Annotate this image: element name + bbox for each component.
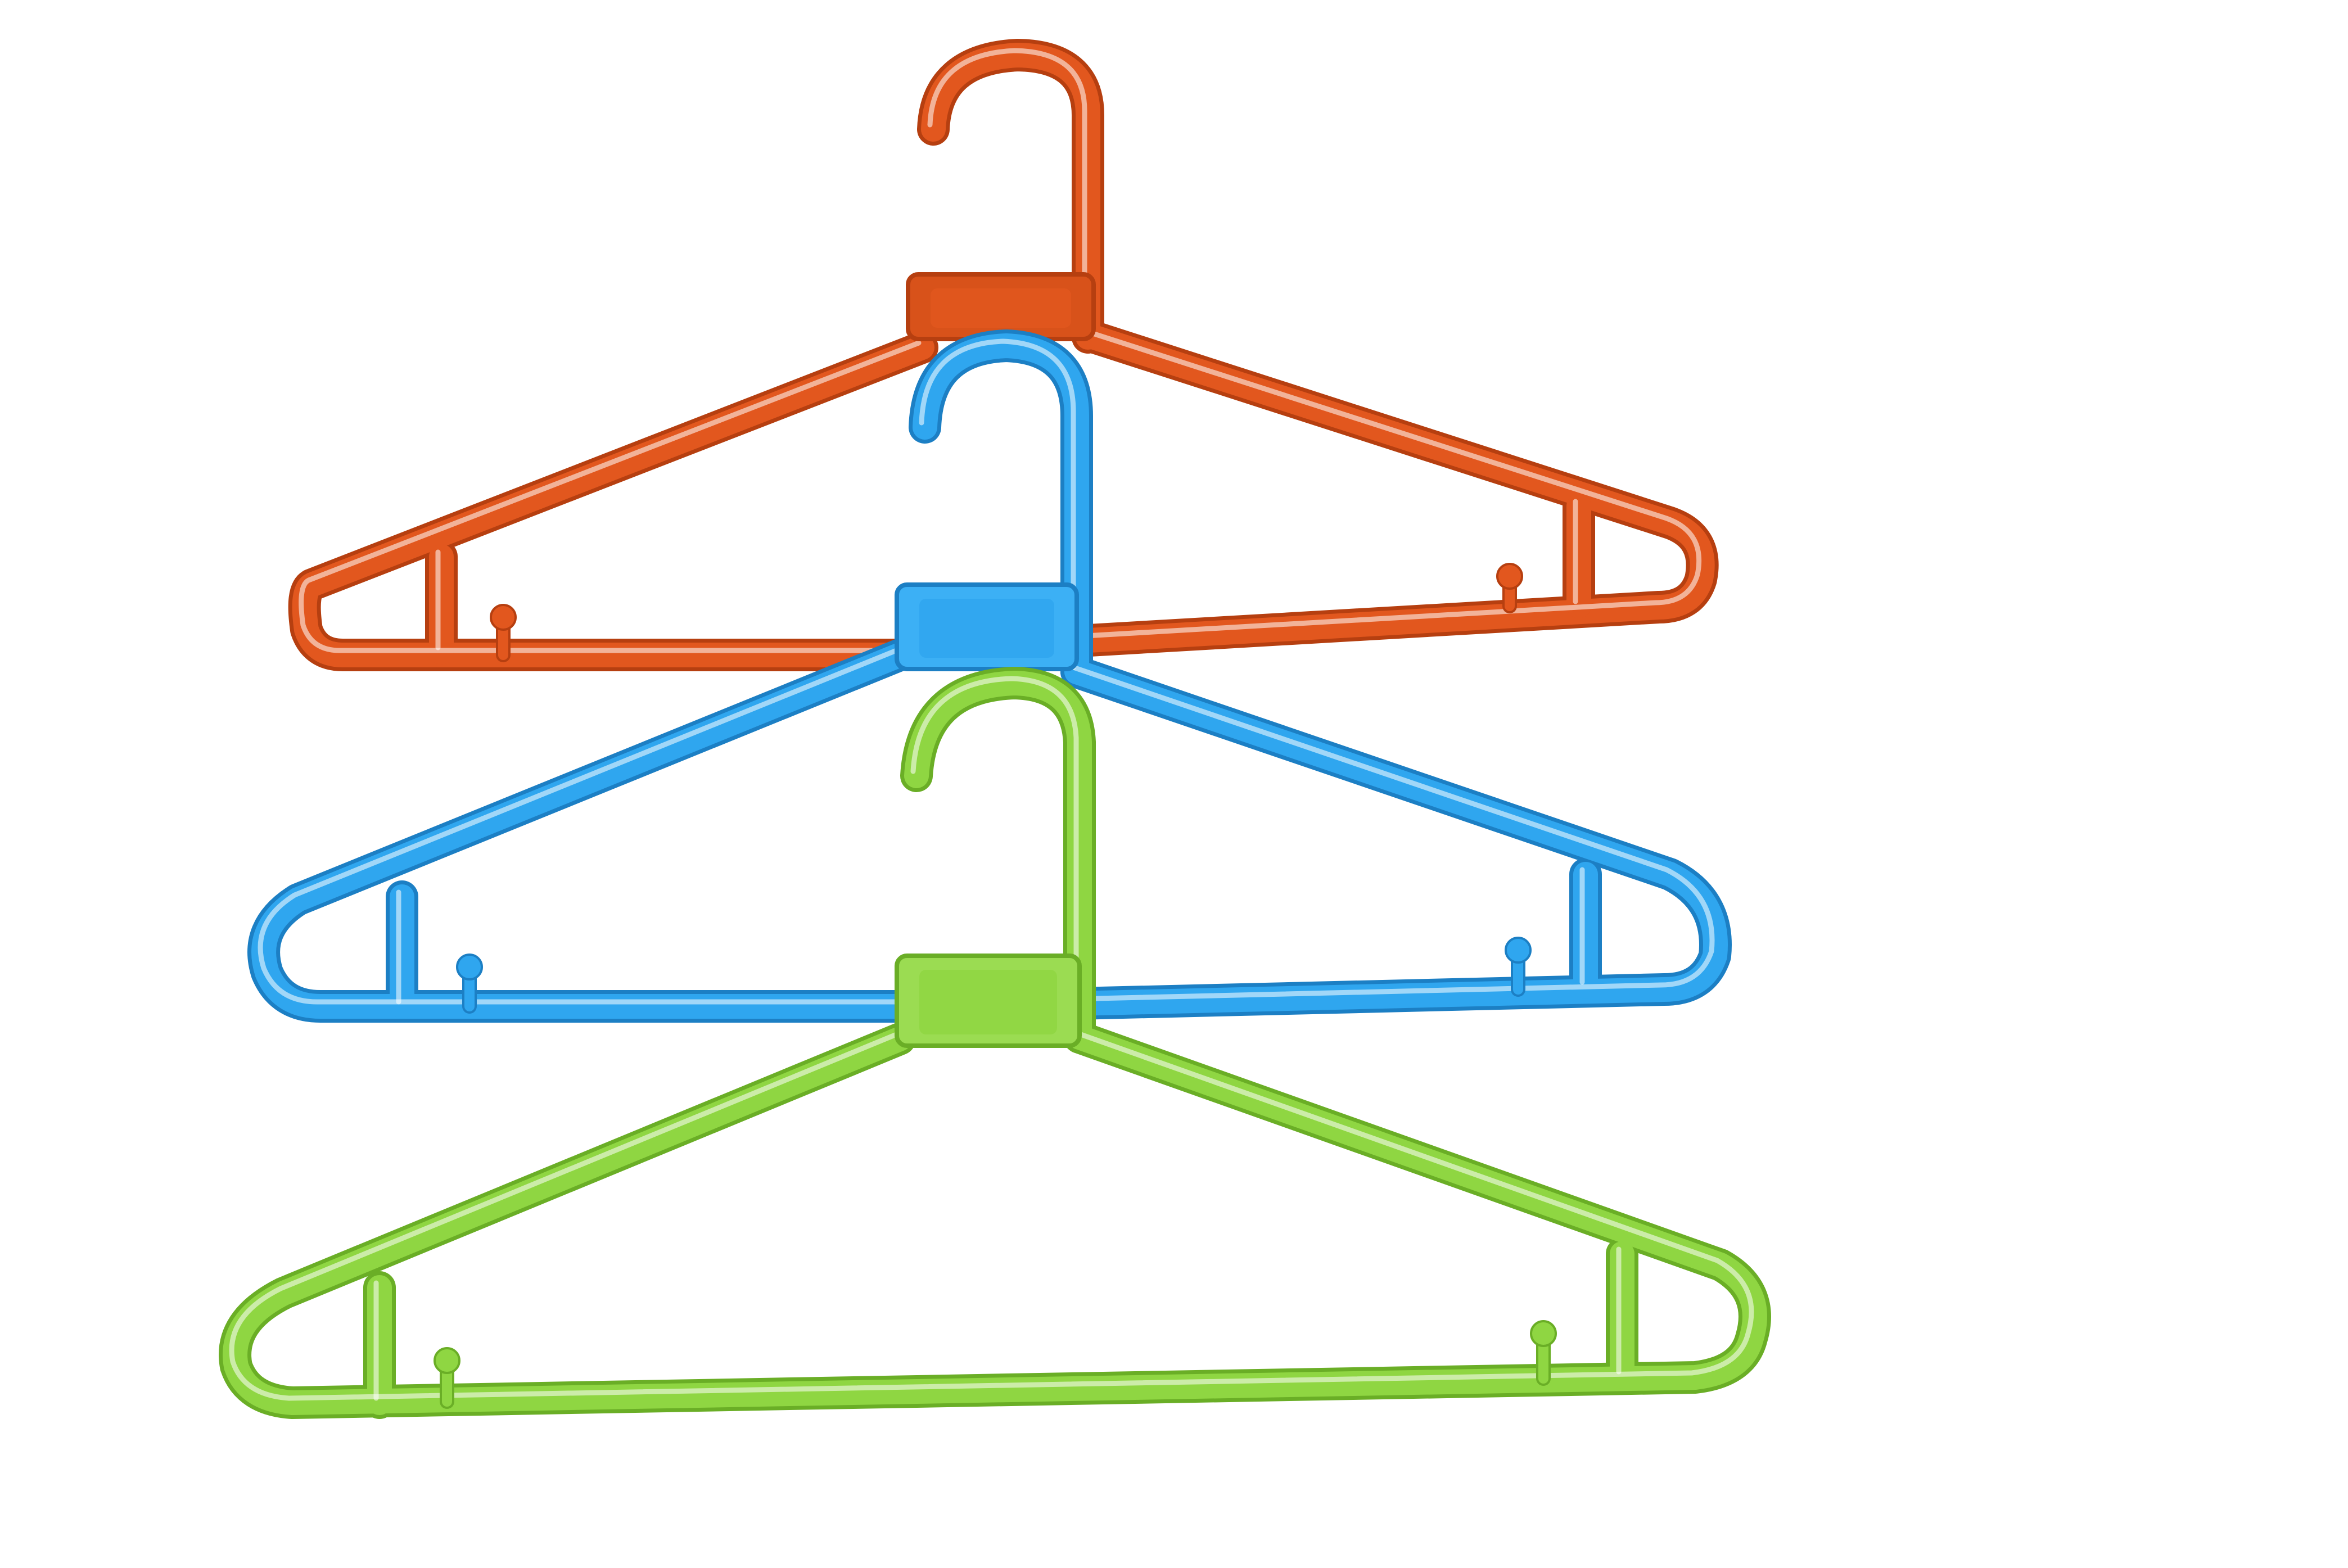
hanger-blue-peg-knob-1	[1505, 937, 1532, 964]
hanger-blue-plate-inset	[919, 599, 1054, 658]
hanger-blue-shine-0	[258, 648, 1715, 1005]
hanger-orange-hook	[921, 43, 1100, 302]
hanger-green-plate-inset	[919, 970, 1057, 1034]
hanger-green-shine-2	[910, 676, 1079, 965]
hanger-blue-shine-2	[919, 338, 1076, 600]
hanger-orange-shine-0	[299, 329, 1702, 653]
hanger-orange-shine-2	[927, 48, 1087, 288]
hanger-green-peg-knob-1	[1530, 1320, 1557, 1347]
hanger-orange-peg-knob-0	[490, 604, 517, 631]
hanger-blue-peg-knob-0	[456, 954, 483, 980]
hanger-green-frame-0	[223, 1025, 1767, 1415]
hanger-orange	[288, 39, 1719, 671]
hanger-blue	[247, 329, 1732, 1023]
hanger-green-hook	[904, 671, 1092, 979]
hanger-green	[219, 667, 1771, 1419]
hanger-green-shine-0	[229, 1030, 1754, 1401]
hanger-orange-plate-inset	[931, 288, 1071, 328]
hanger-green-peg-knob-0	[434, 1347, 460, 1374]
hanger-orange-peg-knob-1	[1496, 563, 1523, 590]
